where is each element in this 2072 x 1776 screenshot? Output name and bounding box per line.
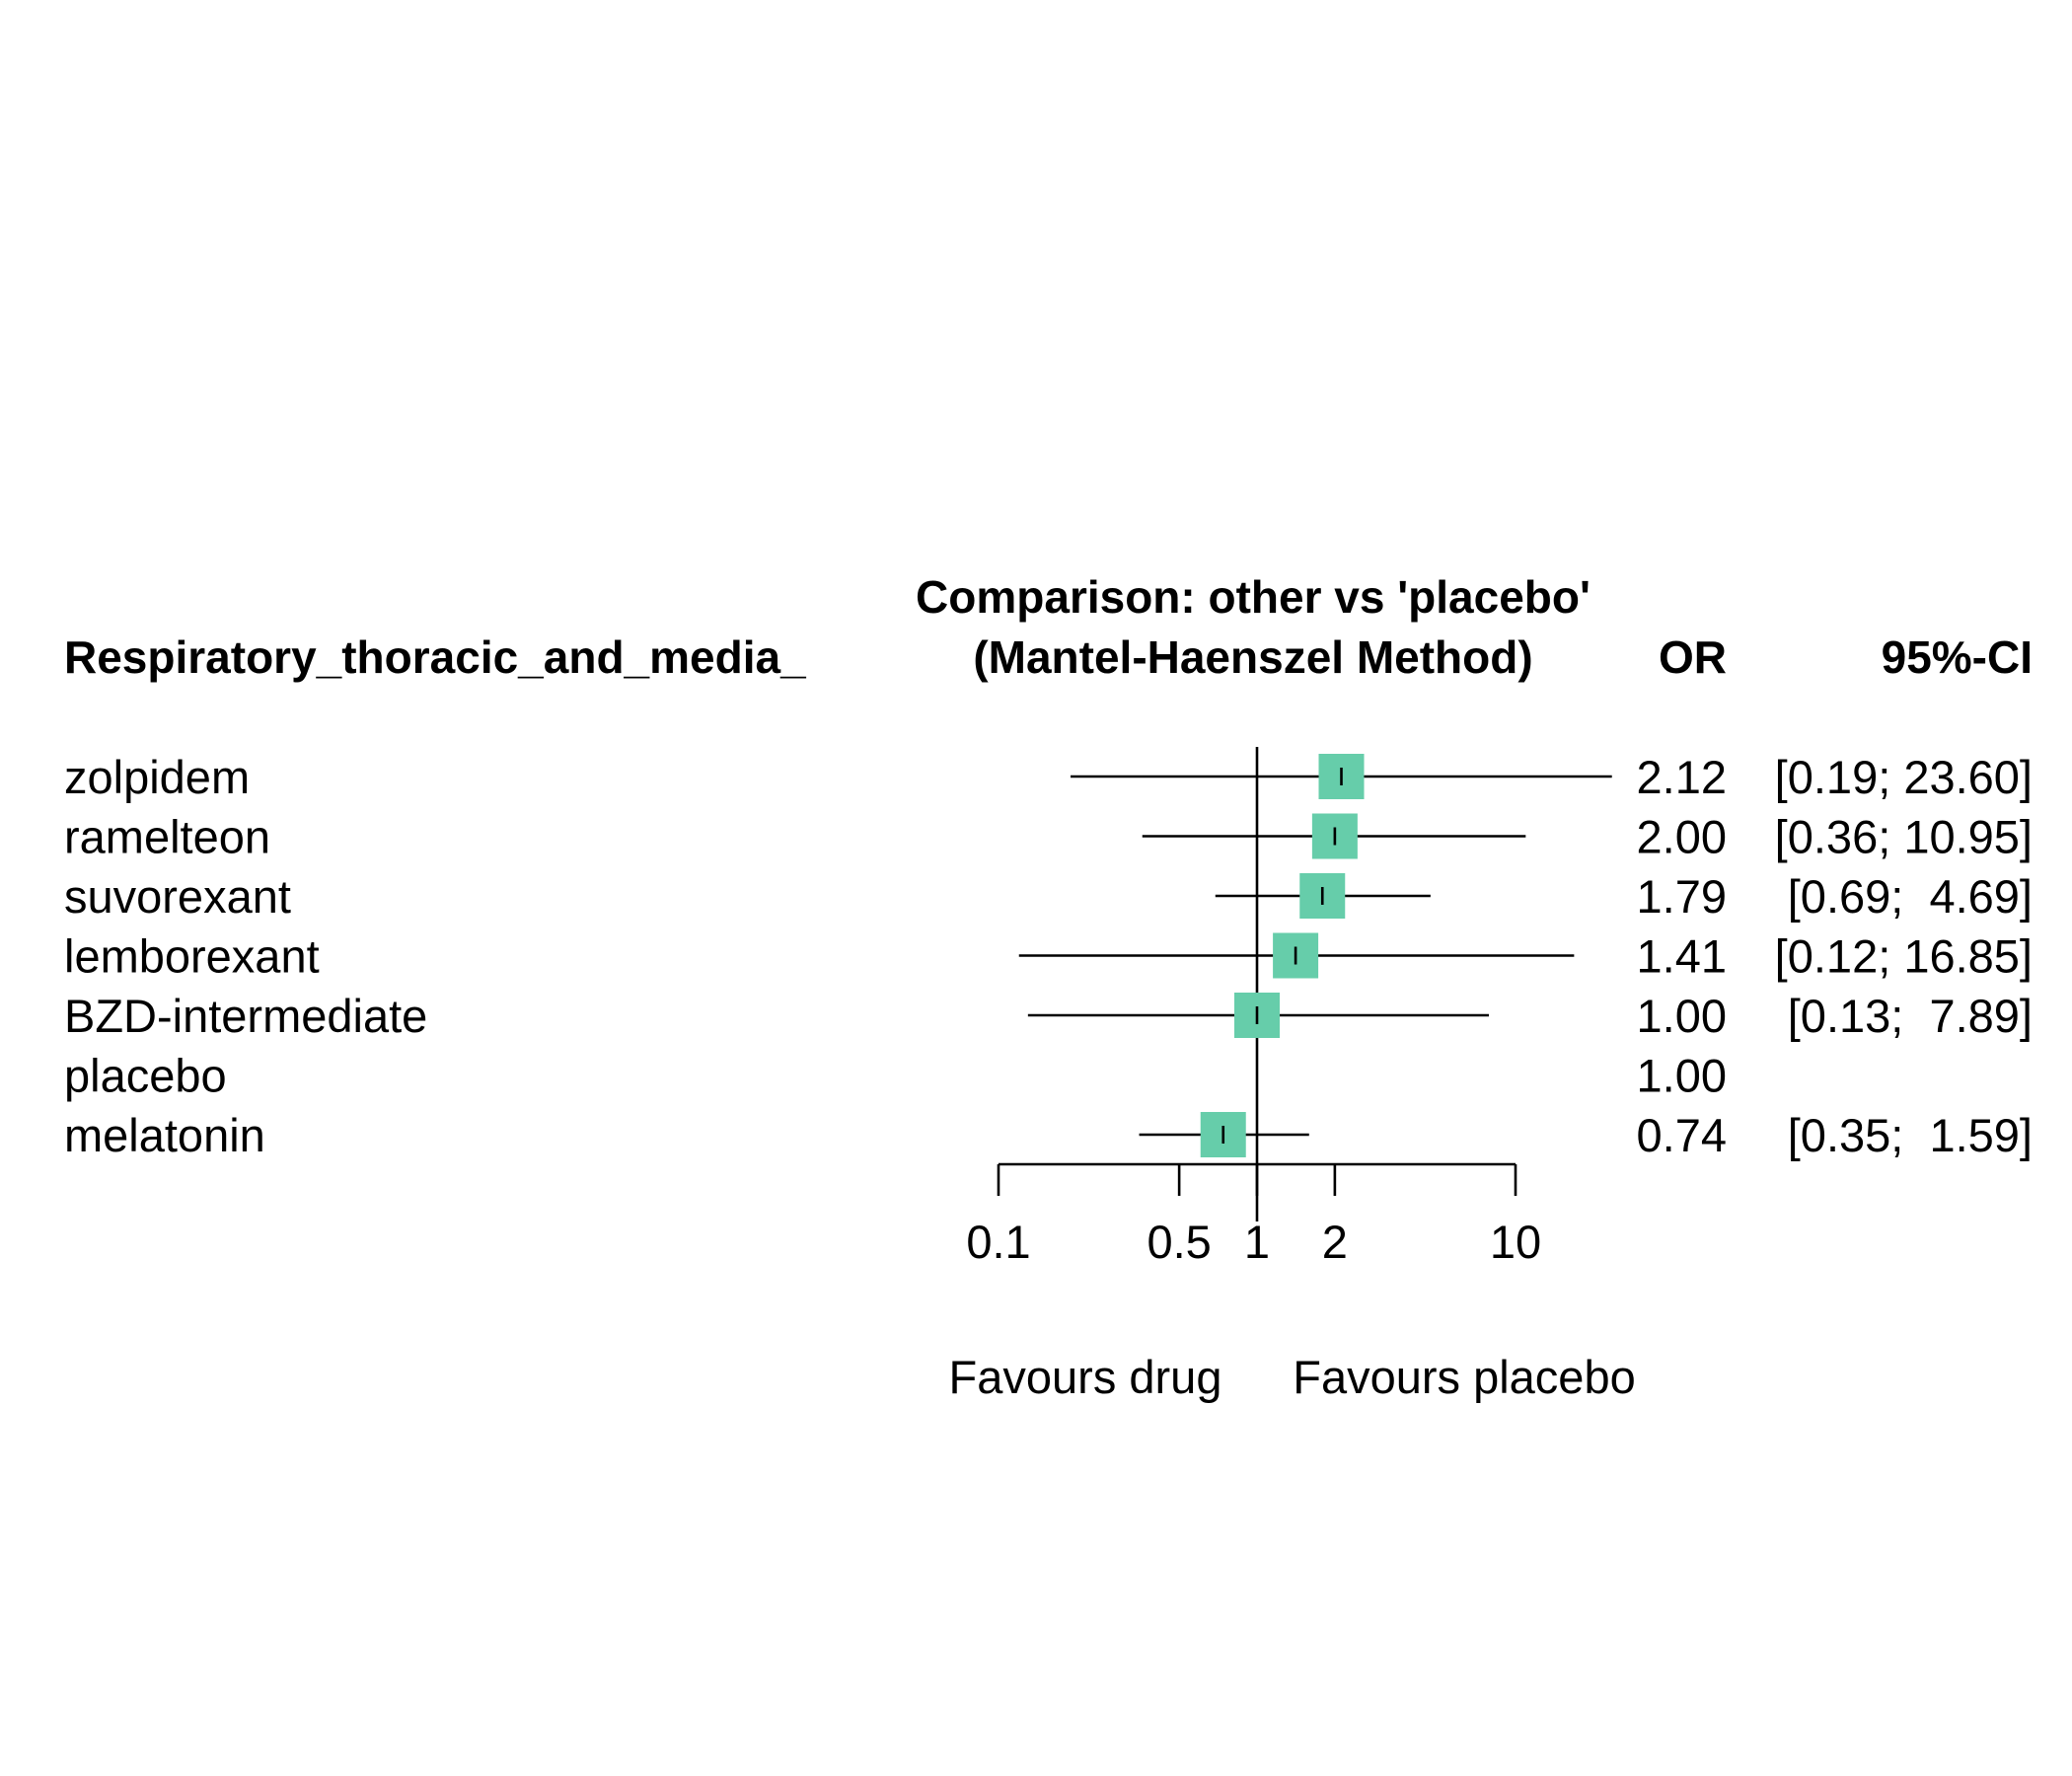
x-tick-label: 10 [1490, 1216, 1541, 1268]
study-row-lemborexant: lemborexant 1.41 [0.12; 16.85] [64, 930, 2033, 983]
ci-value: [0.35; 1.59] [1788, 1109, 2033, 1161]
x-tick-label: 0.1 [966, 1216, 1030, 1268]
or-value: 2.12 [1637, 751, 1727, 803]
or-column-header: OR [1659, 631, 1727, 683]
study-label: BZD-intermediate [64, 990, 427, 1042]
or-value: 0.74 [1637, 1109, 1727, 1161]
chart-title: Comparison: other vs 'placebo' [916, 571, 1591, 623]
ci-value: [0.13; 7.89] [1788, 990, 2033, 1042]
x-tick-label: 0.5 [1147, 1216, 1211, 1268]
study-row-zolpidem: zolpidem 2.12 [0.19; 23.60] [64, 751, 2033, 803]
or-value: 2.00 [1637, 811, 1727, 863]
study-label: suvorexant [64, 870, 291, 923]
study-row-melatonin: melatonin 0.74 [0.35; 1.59] [64, 1109, 2033, 1161]
study-row-ramelteon: ramelteon 2.00 [0.36; 10.95] [64, 811, 2033, 863]
or-value: 1.00 [1637, 1050, 1727, 1102]
or-value: 1.00 [1637, 990, 1727, 1042]
study-row-BZD-intermediate: BZD-intermediate 1.00 [0.13; 7.89] [64, 990, 2033, 1042]
ci-column-header: 95%-CI [1882, 631, 2033, 683]
or-value: 1.41 [1637, 930, 1727, 983]
favours-left-label: Favours drug [949, 1351, 1222, 1403]
chart-subtitle: (Mantel-Haenszel Method) [973, 631, 1532, 683]
favours-labels: Favours drug Favours placebo [949, 1351, 1636, 1403]
study-label: melatonin [64, 1109, 265, 1161]
study-label: placebo [64, 1050, 227, 1102]
ci-value: [0.19; 23.60] [1775, 751, 2033, 803]
ci-value: [0.36; 10.95] [1775, 811, 2033, 863]
study-label: zolpidem [64, 751, 250, 803]
study-rows: zolpidem 2.12 [0.19; 23.60] ramelteon 2.00 [0… [64, 751, 2033, 1161]
study-label: lemborexant [64, 930, 320, 983]
ci-value: [0.12; 16.85] [1775, 930, 2033, 983]
study-column-header: Respiratory_thoracic_and_media_ [64, 631, 806, 683]
favours-right-label: Favours placebo [1293, 1351, 1635, 1403]
header-block: Comparison: other vs 'placebo' Respirato… [64, 571, 2033, 683]
or-value: 1.79 [1637, 870, 1727, 923]
study-row-placebo: placebo 1.00 [64, 1050, 1727, 1102]
study-row-suvorexant: suvorexant 1.79 [0.69; 4.69] [64, 870, 2033, 923]
x-tick-label: 1 [1244, 1216, 1270, 1268]
x-axis: 0.1 0.5 1 2 10 [966, 1162, 1541, 1268]
x-tick-label: 2 [1322, 1216, 1348, 1268]
ci-value: [0.69; 4.69] [1788, 870, 2033, 923]
study-label: ramelteon [64, 811, 270, 863]
